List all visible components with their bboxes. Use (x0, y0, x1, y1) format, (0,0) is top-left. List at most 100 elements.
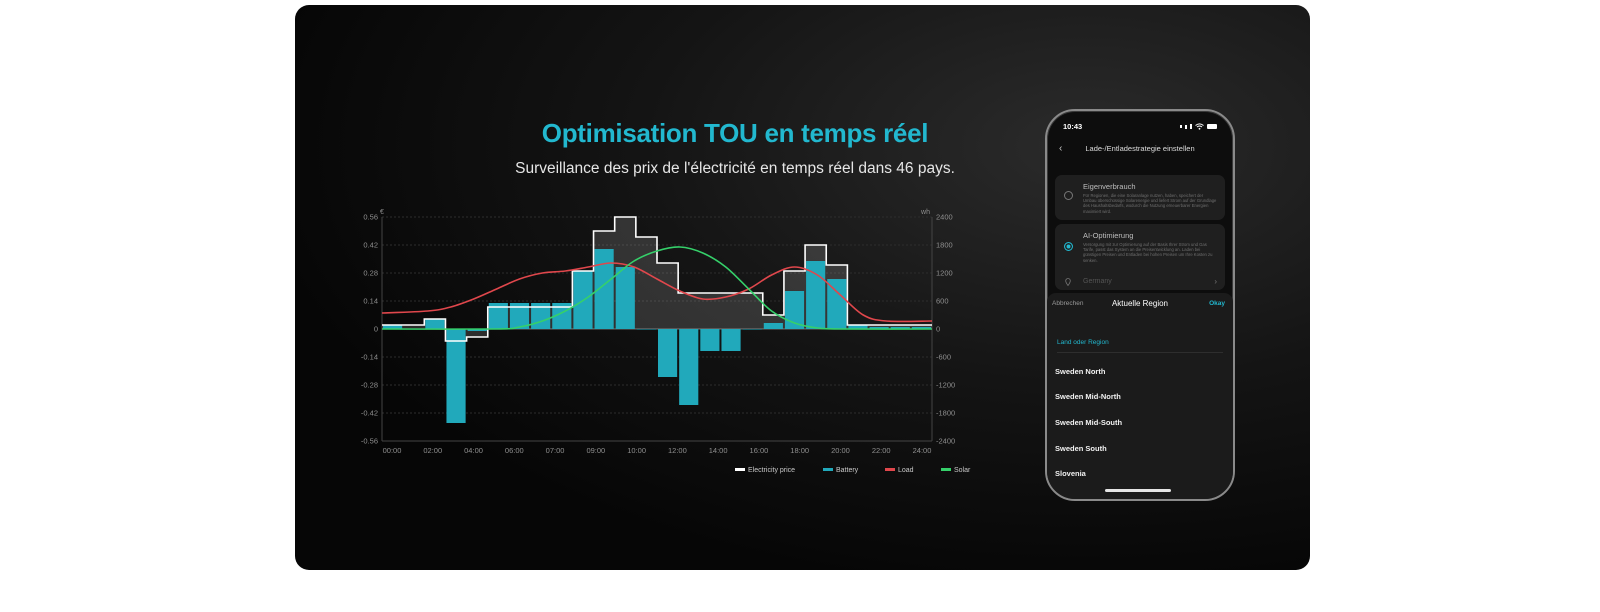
okay-button[interactable]: Okay (1209, 300, 1225, 307)
option-self-consumption[interactable]: Eigenverbrauch Für Regionen, die eine So… (1055, 175, 1225, 220)
phone-mockup: 10:43 ‹ Lade-/Entladestrategie einstelle… (1045, 109, 1235, 501)
legend-swatch (941, 468, 951, 471)
battery-bar (827, 279, 847, 329)
region-option[interactable]: Sweden Mid-North (1055, 392, 1121, 401)
y-right-tick-label: 600 (936, 297, 949, 306)
legend-swatch (885, 468, 895, 471)
signal-bar (1190, 124, 1192, 129)
x-tick-label: 20:00 (831, 446, 850, 455)
y-left-tick-label: 0.14 (363, 297, 378, 306)
option-ai-optimization[interactable]: AI-Optimierung Versorgung mit zur Optimi… (1055, 224, 1225, 290)
legend-label: Battery (836, 467, 859, 474)
x-tick-label: 02:00 (423, 446, 442, 455)
option-title: Eigenverbrauch (1083, 182, 1136, 191)
chevron-right-icon[interactable]: › (1214, 277, 1217, 286)
x-tick-label: 07:00 (546, 446, 565, 455)
x-tick-label: 04:00 (464, 446, 483, 455)
battery-bar (425, 319, 445, 329)
battery-bar (848, 325, 868, 329)
x-tick-label: 12:00 (668, 446, 687, 455)
y-left-tick-label: 0 (374, 325, 378, 334)
battery-bar (658, 329, 678, 377)
y-left-tick-label: 0.28 (363, 269, 378, 278)
signal-bar (1185, 124, 1187, 129)
battery-bar (509, 303, 530, 329)
status-icons (1180, 123, 1217, 130)
x-tick-label: 10:00 (627, 446, 646, 455)
home-indicator (1105, 489, 1171, 492)
battery-bar (488, 303, 508, 329)
headline: Optimisation TOU en temps réel (541, 118, 929, 148)
battery-bar (869, 327, 889, 329)
back-chevron-icon[interactable]: ‹ (1059, 143, 1063, 154)
solar-line (381, 246, 933, 330)
region-option[interactable]: Sweden North (1055, 367, 1106, 376)
cancel-button[interactable]: Abbrechen (1052, 300, 1084, 307)
subheadline: Surveillance des prix de l'électricité e… (515, 160, 955, 177)
y-left-tick-label: -0.28 (361, 381, 378, 390)
battery-icon (1207, 124, 1217, 129)
y-right-tick-label: -600 (936, 353, 951, 362)
section-label: Land oder Region (1057, 339, 1109, 346)
battery-bar (467, 329, 487, 331)
legend-label: Solar (954, 467, 971, 474)
legend-label: Electricity price (748, 467, 795, 474)
option-description: Für Regionen, die eine Solaranlage nutze… (1083, 193, 1217, 214)
promo-banner: Optimisation TOU en temps réel Surveilla… (295, 5, 1310, 570)
option-description: Versorgung mit zur Optimierung auf der B… (1083, 242, 1213, 263)
region-picker-sheet: Abbrechen Aktuelle Region Okay Land oder… (1047, 293, 1233, 499)
status-time: 10:43 (1063, 122, 1083, 131)
battery-bar (383, 325, 403, 329)
battery-bar (763, 323, 783, 329)
screen-title: Lade-/Entladestrategie einstellen (1085, 144, 1195, 153)
legend-swatch (735, 468, 745, 471)
y-right-tick-label: 2400 (936, 213, 953, 222)
y-left-tick-label: 0.56 (363, 213, 378, 222)
battery-bar (700, 329, 720, 351)
divider (1057, 352, 1223, 353)
y-right-tick-label: -2400 (936, 437, 955, 446)
y-left-tick-label: -0.14 (361, 353, 378, 362)
load-line (381, 262, 933, 323)
y-right-tick-label: 1800 (936, 241, 953, 250)
battery-bar (594, 249, 614, 329)
x-tick-label: 09:00 (586, 446, 605, 455)
battery-bar (615, 267, 635, 329)
battery-bar (721, 329, 741, 351)
y-left-tick-label: -0.56 (361, 437, 378, 446)
battery-bar (636, 329, 656, 330)
sheet-title: Aktuelle Region (1111, 299, 1169, 308)
x-tick-label: 22:00 (872, 446, 891, 455)
battery-bar (679, 329, 699, 405)
tou-chart: 0.56 2400 0.42 1800 0.28 1200 0.14 600 0 0 -0.14 -6… (361, 209, 971, 474)
country-value[interactable]: Germany (1083, 278, 1112, 285)
wifi-icon (1195, 123, 1204, 130)
battery-bar (446, 329, 466, 423)
y-right-unit: wh (920, 209, 930, 216)
battery-bar (890, 327, 910, 329)
battery-bar (784, 291, 805, 329)
nav-bar: ‹ Lade-/Entladestrategie einstellen (1047, 143, 1233, 159)
legend-swatch (823, 468, 833, 471)
battery-bar (911, 327, 931, 329)
x-tick-label: 16:00 (750, 446, 769, 455)
x-tick-label: 06:00 (505, 446, 524, 455)
legend-label: Load (898, 467, 914, 474)
y-left-unit: € (380, 209, 384, 216)
y-right-tick-label: 1200 (936, 269, 953, 278)
battery-bar (742, 329, 762, 330)
y-left-tick-label: 0.42 (363, 241, 378, 250)
region-option[interactable]: Sweden South (1055, 444, 1107, 453)
region-option[interactable]: Sweden Mid-South (1055, 418, 1123, 427)
y-right-tick-label: -1800 (936, 409, 955, 418)
region-option[interactable]: Slovenia (1055, 469, 1086, 478)
x-tick-label: 18:00 (790, 446, 809, 455)
radio-ai-optimization[interactable] (1064, 242, 1073, 251)
radio-self-consumption[interactable] (1064, 191, 1073, 200)
y-left-tick-label: -0.42 (361, 409, 378, 418)
option-title: AI-Optimierung (1083, 231, 1134, 240)
price-step-line (382, 216, 932, 342)
x-tick-label: 24:00 (913, 446, 932, 455)
y-right-tick-label: 0 (936, 325, 940, 334)
location-pin-icon (1065, 278, 1071, 286)
